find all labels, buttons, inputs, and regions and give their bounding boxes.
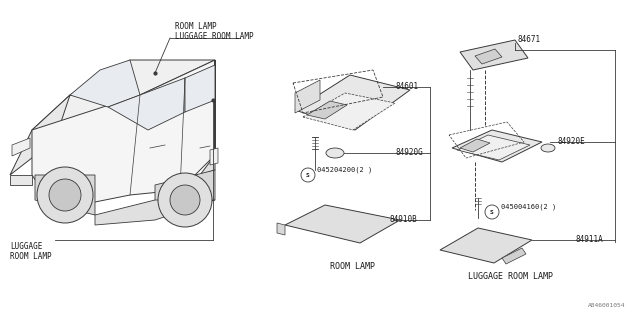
Text: ROOM LAMP: ROOM LAMP bbox=[175, 22, 216, 31]
Text: 84920E: 84920E bbox=[557, 137, 585, 146]
Text: LUGGAGE: LUGGAGE bbox=[10, 242, 42, 251]
Polygon shape bbox=[277, 223, 285, 235]
Text: 84671: 84671 bbox=[517, 35, 540, 44]
Polygon shape bbox=[32, 60, 215, 210]
Text: 045204200(2 ): 045204200(2 ) bbox=[317, 167, 372, 173]
Text: 84601: 84601 bbox=[395, 82, 418, 91]
Polygon shape bbox=[210, 148, 218, 165]
Circle shape bbox=[301, 168, 315, 182]
Circle shape bbox=[485, 205, 499, 219]
Polygon shape bbox=[70, 60, 215, 95]
Ellipse shape bbox=[326, 148, 344, 158]
Polygon shape bbox=[95, 200, 215, 225]
Polygon shape bbox=[460, 139, 490, 152]
Polygon shape bbox=[70, 60, 140, 107]
Ellipse shape bbox=[541, 144, 555, 152]
Text: S: S bbox=[490, 210, 494, 214]
Text: 84910B: 84910B bbox=[390, 215, 418, 224]
Polygon shape bbox=[452, 130, 542, 162]
Polygon shape bbox=[502, 248, 526, 264]
Polygon shape bbox=[32, 95, 140, 135]
Text: A846001054: A846001054 bbox=[588, 303, 625, 308]
Circle shape bbox=[37, 167, 93, 223]
Polygon shape bbox=[35, 175, 95, 215]
Polygon shape bbox=[12, 138, 30, 156]
Polygon shape bbox=[200, 60, 215, 175]
Text: 84920G: 84920G bbox=[395, 148, 423, 157]
Polygon shape bbox=[307, 101, 347, 119]
Polygon shape bbox=[108, 78, 185, 130]
Circle shape bbox=[170, 185, 200, 215]
Polygon shape bbox=[10, 95, 70, 175]
Text: ROOM LAMP: ROOM LAMP bbox=[330, 262, 376, 271]
Text: 045004160(2 ): 045004160(2 ) bbox=[501, 204, 556, 210]
Text: 84911A: 84911A bbox=[575, 235, 603, 244]
Circle shape bbox=[158, 173, 212, 227]
Circle shape bbox=[49, 179, 81, 211]
Text: LUGGAGE ROOM LAMP: LUGGAGE ROOM LAMP bbox=[175, 32, 253, 41]
Polygon shape bbox=[185, 65, 215, 112]
Polygon shape bbox=[295, 75, 410, 130]
Polygon shape bbox=[10, 175, 32, 185]
Polygon shape bbox=[460, 40, 528, 70]
Polygon shape bbox=[457, 135, 530, 160]
Text: S: S bbox=[306, 172, 310, 178]
Polygon shape bbox=[475, 49, 502, 64]
Polygon shape bbox=[440, 228, 532, 263]
Polygon shape bbox=[155, 170, 215, 210]
Text: ROOM LAMP: ROOM LAMP bbox=[10, 252, 52, 261]
Polygon shape bbox=[285, 205, 400, 243]
Polygon shape bbox=[303, 93, 395, 130]
Polygon shape bbox=[295, 80, 320, 113]
Text: LUGGAGE ROOM LAMP: LUGGAGE ROOM LAMP bbox=[467, 272, 552, 281]
